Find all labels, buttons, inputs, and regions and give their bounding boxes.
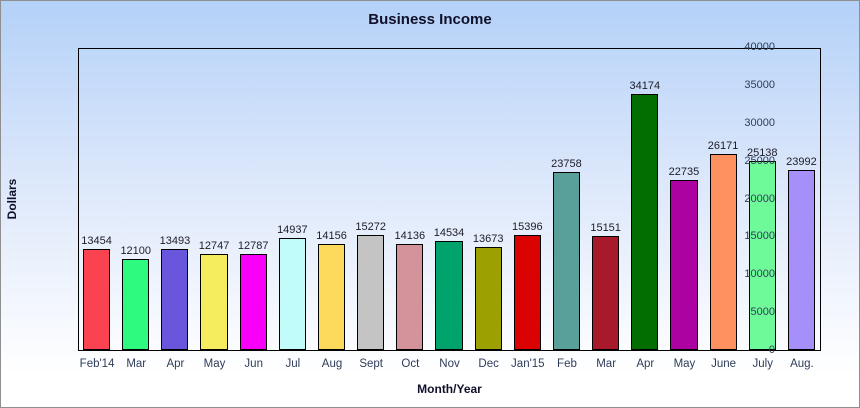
bar-mar-13 [592, 236, 620, 350]
y-axis-title: Dollars [5, 178, 19, 220]
y-tick-label: 10000 [744, 268, 775, 281]
bar-aug-18 [787, 170, 815, 350]
bar-value-label: 23758 [551, 157, 582, 170]
bar-value-label: 13673 [472, 233, 504, 246]
x-tick-label: Apr [166, 358, 185, 370]
bar-sept-7 [357, 235, 385, 350]
bar-value-label: 13493 [159, 234, 191, 247]
bar-jun-4 [239, 254, 267, 350]
bar-july-17 [748, 161, 776, 350]
x-tick-label: July [752, 358, 773, 370]
bar-may-15 [670, 179, 698, 350]
y-tick-label: 30000 [744, 116, 775, 129]
x-tick-label: Aug. [790, 358, 814, 370]
bar-value-label: 15272 [355, 221, 386, 234]
x-tick-label: Aug [321, 358, 343, 370]
bar-mar-1 [122, 259, 150, 350]
x-tick-label: June [711, 358, 737, 370]
bar-value-label: 13454 [81, 235, 112, 248]
bar-may-3 [200, 254, 228, 350]
bar-value-label: 14534 [433, 227, 465, 239]
bar-june-16 [709, 153, 737, 350]
y-tick-label: 20000 [744, 192, 775, 205]
x-axis-title: Month/Year [417, 382, 482, 396]
x-tick-label: Feb'14 [79, 358, 115, 370]
chart-title: Business Income [368, 11, 492, 28]
x-tick-label: Oct [401, 358, 420, 370]
y-tick-label: 5000 [750, 306, 775, 319]
bar-value-label: 34174 [629, 79, 661, 92]
y-tick-label: 35000 [744, 78, 775, 91]
bar-value-label: 14937 [277, 223, 308, 236]
bar-value-label: 23992 [786, 156, 817, 169]
y-tick-label: 0 [768, 344, 775, 356]
x-tick-label: Mar [596, 358, 617, 370]
bar-apr-2 [161, 248, 189, 350]
x-tick-label: Mar [126, 358, 147, 370]
bar-value-label: 12100 [120, 245, 152, 258]
bar-value-label: 15396 [512, 220, 543, 233]
x-tick-label: Jun [244, 358, 263, 370]
bar-apr-14 [631, 93, 659, 350]
bar-value-label: 14136 [394, 229, 426, 242]
bar-value-label: 14156 [316, 229, 347, 242]
x-tick-label: May [673, 358, 696, 370]
bar-feb-12 [552, 171, 581, 350]
bar-value-label: 12787 [237, 240, 269, 253]
x-tick-label: Feb [557, 358, 577, 370]
bar-nov-9 [435, 241, 463, 350]
bar-value-label: 12747 [198, 240, 230, 253]
x-tick-label: Nov [439, 358, 460, 370]
x-tick-label: May [203, 358, 226, 370]
x-tick-label: Apr [636, 358, 655, 370]
plot-area: 13454 12100 13493 12747 12787 14937 14156 15272… [78, 48, 821, 351]
y-tick-label: 25000 [744, 154, 775, 167]
bar-value-label: 15151 [590, 222, 621, 235]
y-tick-label: 15000 [744, 230, 775, 243]
x-tick-label: Sept [359, 358, 384, 370]
x-tick-label: Jul [285, 358, 301, 370]
x-tick-label: Jan'15 [511, 358, 545, 370]
x-tick-label: Dec [478, 358, 499, 370]
bar-dec-10 [474, 247, 502, 350]
bar-jan15-11 [513, 234, 541, 350]
bar-aug-6 [317, 243, 346, 350]
bar-value-label: 25138 [746, 147, 778, 160]
y-tick-label: 40000 [744, 41, 775, 53]
bar-jul-5 [278, 237, 306, 350]
bar-feb14-0 [83, 249, 111, 350]
bar-value-label: 22735 [668, 165, 700, 178]
bar-oct-8 [396, 243, 424, 350]
bar-value-label: 26171 [707, 139, 739, 152]
